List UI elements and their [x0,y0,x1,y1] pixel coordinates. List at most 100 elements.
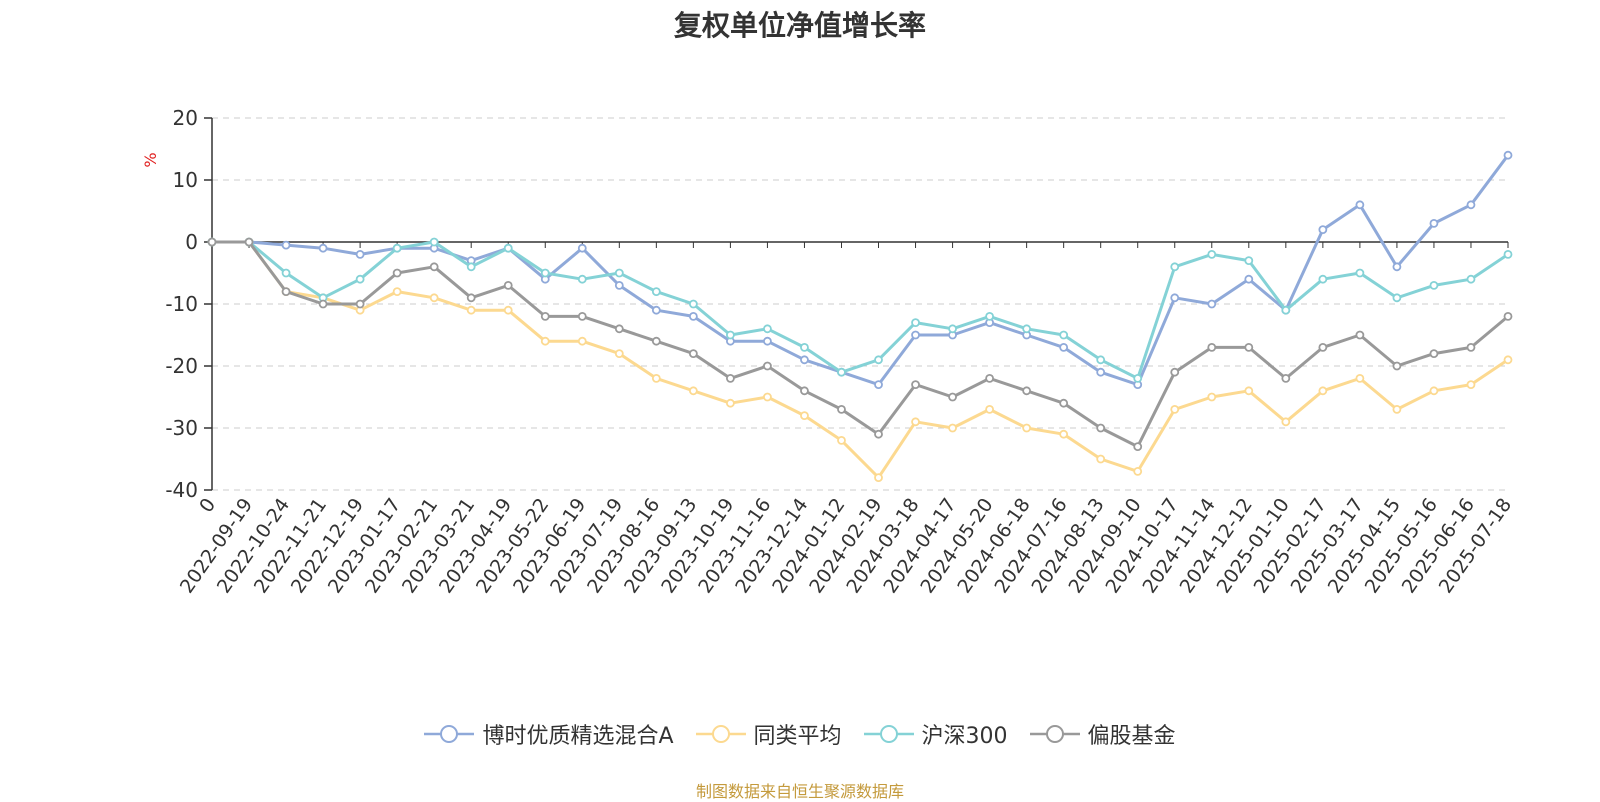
data-point [392,243,402,253]
data-point [1429,218,1439,228]
data-point [688,311,698,321]
data-point [874,429,883,439]
legend-marker-icon [695,725,746,743]
data-point [1355,268,1365,278]
data-point [1096,367,1106,377]
legend-marker-icon [424,725,475,743]
data-point [874,355,883,365]
data-point [244,237,254,247]
data-point [985,404,994,414]
data-point [1022,324,1032,334]
data-point [1133,466,1143,476]
data-point [577,311,587,321]
data-point [1355,200,1365,210]
data-point [1059,429,1069,439]
data-point [1170,262,1180,272]
data-point [1466,380,1476,390]
data-point [1059,342,1069,352]
data-point [540,311,550,321]
data-point [726,373,735,383]
data-point [1244,256,1254,266]
series-line [212,240,1509,380]
data-point [1503,249,1513,259]
data-point [1022,423,1032,433]
chart-title: 复权单位净值增长率 [673,9,926,42]
data-point [1207,342,1217,352]
data-point [763,336,772,346]
data-point [1096,355,1106,365]
data-point [1429,280,1439,290]
data-point [281,287,291,297]
data-point [392,287,402,297]
data-point [355,274,365,284]
data-point [1281,305,1291,315]
legend-label: 博时优质精选混合A [482,724,674,749]
series-line [212,240,1509,449]
data-point [1466,200,1476,210]
legend-item[interactable]: 沪深300 [863,718,1008,750]
data-point [1429,349,1439,359]
data-point [614,280,624,290]
data-point [355,299,365,309]
legend-label: 偏股基金 [1087,724,1176,749]
legend-label: 同类平均 [753,724,842,749]
data-point [392,268,402,278]
data-point [466,305,476,315]
data-point [1503,311,1513,321]
legend: 博时优质精选混合A 同类平均 沪深300 偏股基金 [0,718,1600,750]
data-point [466,293,476,303]
data-point [763,361,772,371]
data-point [688,349,698,359]
data-point [503,305,513,315]
series-group [207,237,1513,483]
series-group [207,237,1513,452]
data-point [1244,386,1254,396]
series-line [212,154,1510,387]
data-point [911,318,920,328]
data-point [577,274,587,284]
data-point [837,404,846,414]
data-point [540,336,550,346]
data-point [726,330,735,340]
data-point [1244,342,1254,352]
y-tick-label: 10 [173,168,198,192]
data-point [651,305,661,315]
data-point [874,380,883,390]
data-point [1207,249,1217,259]
y-tick-label: 0 [185,230,198,254]
source-note: 制图数据来自恒生聚源数据库 [695,782,904,801]
series-group [207,237,1513,383]
data-point [281,268,291,278]
data-point [1207,299,1217,309]
data-point [911,380,920,390]
data-point [614,349,624,359]
data-point [1318,342,1328,352]
data-point [1503,150,1513,160]
data-point [1318,386,1328,396]
data-point [1281,373,1291,383]
data-point [837,367,846,377]
data-point [1281,417,1291,427]
data-point [429,293,439,303]
data-point [281,240,291,250]
data-point [800,411,809,421]
data-point [1466,342,1476,352]
data-point [651,373,661,383]
data-point [1059,398,1069,408]
data-point [1096,454,1106,464]
data-point [688,299,698,309]
y-axis-label: % [141,152,160,167]
data-point [503,280,513,290]
data-point [1022,386,1032,396]
legend-item[interactable]: 偏股基金 [1029,718,1176,750]
data-point [1170,404,1180,414]
data-point [429,262,439,272]
data-point [1392,361,1402,371]
data-point [1355,373,1365,383]
data-point [911,417,920,427]
legend-marker-icon [1029,725,1080,743]
legend-item[interactable]: 同类平均 [695,718,842,750]
data-point [837,435,846,445]
legend-item[interactable]: 博时优质精选混合A [424,718,674,750]
data-point [874,473,883,483]
